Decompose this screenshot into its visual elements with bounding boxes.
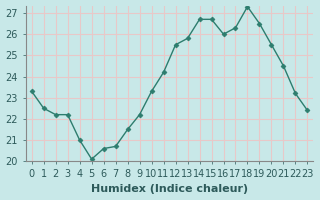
X-axis label: Humidex (Indice chaleur): Humidex (Indice chaleur): [91, 184, 248, 194]
